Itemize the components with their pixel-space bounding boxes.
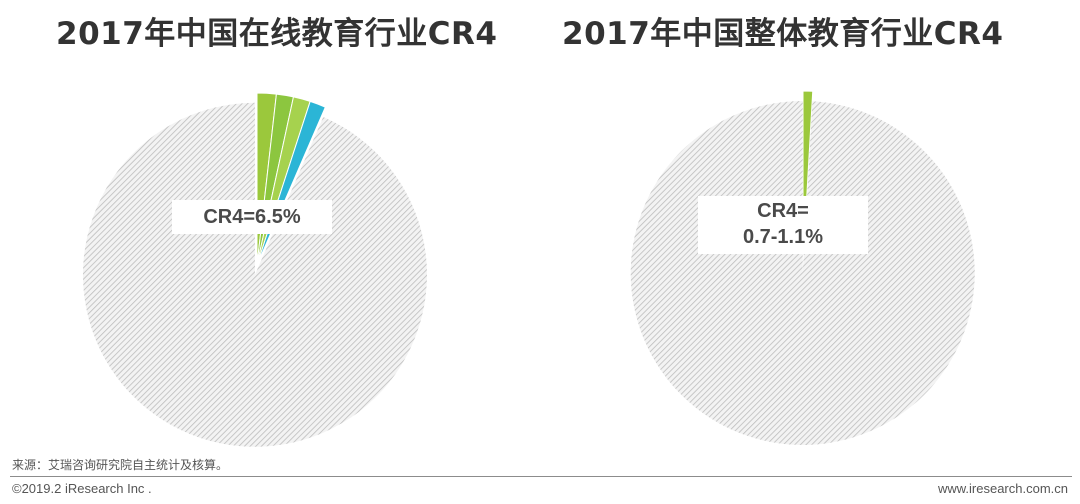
- right-pie: [630, 90, 975, 445]
- right-cr4-label-line-1: CR4=: [757, 200, 809, 222]
- footer-divider: [10, 476, 1072, 477]
- right-cr4-label: CR4= 0.7-1.1%: [698, 196, 868, 254]
- source-note: 来源：艾瑞咨询研究院自主统计及核算。: [12, 458, 229, 472]
- pie-right-slice-1: [630, 100, 975, 445]
- right-cr4-label-line-2: 0.7-1.1%: [742, 226, 824, 248]
- left-cr4-label: CR4=6.5%: [172, 200, 332, 234]
- left-chart-title: 2017年中国在线教育行业CR4: [56, 16, 498, 52]
- left-pie: [82, 92, 427, 447]
- website-link[interactable]: www.iresearch.com.cn: [937, 481, 1068, 496]
- right-chart-title: 2017年中国整体教育行业CR4: [562, 16, 1004, 52]
- copyright-text: ©2019.2 iResearch Inc .: [12, 481, 152, 496]
- pie-left-slice-4: [82, 102, 427, 447]
